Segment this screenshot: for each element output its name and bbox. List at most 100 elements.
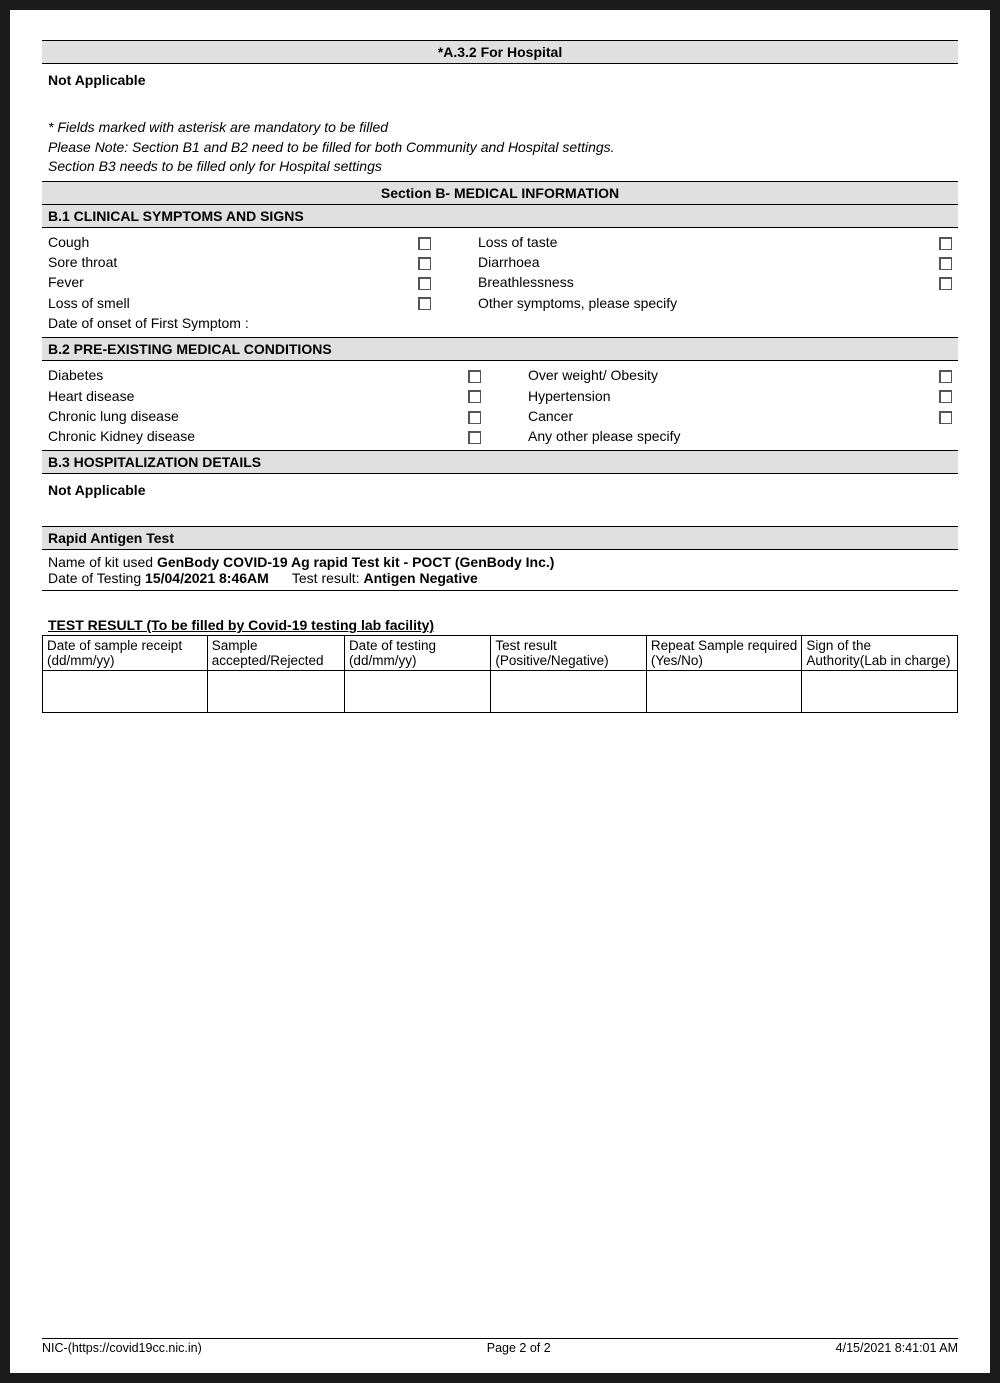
onset-date-label: Date of onset of First Symptom : bbox=[48, 313, 952, 333]
checkbox[interactable] bbox=[468, 411, 481, 424]
checkbox-cell bbox=[418, 272, 478, 292]
page-footer: NIC-(https://covid19cc.nic.in) Page 2 of… bbox=[42, 1338, 958, 1355]
checkbox[interactable] bbox=[939, 257, 952, 270]
section-a32-title: *A.3.2 For Hospital bbox=[438, 44, 562, 60]
rat-result-value: Antigen Negative bbox=[363, 570, 477, 586]
checkbox-cell bbox=[922, 406, 952, 426]
form-row: Chronic lung disease Cancer bbox=[48, 406, 952, 426]
checkbox-cell bbox=[468, 365, 528, 385]
result-table-header-row: Date of sample receipt (dd/mm/yy)Sample … bbox=[43, 636, 958, 671]
rat-date-line: Date of Testing 15/04/2021 8:46AM Test r… bbox=[48, 570, 952, 586]
form-row: Cough Loss of taste bbox=[48, 232, 952, 252]
field-label-left: Cough bbox=[48, 232, 418, 252]
checkbox-cell bbox=[418, 232, 478, 252]
rat-date-label: Date of Testing bbox=[48, 570, 145, 586]
table-cell bbox=[207, 671, 344, 713]
field-label-left: Loss of smell bbox=[48, 293, 418, 313]
checkbox[interactable] bbox=[418, 297, 431, 310]
field-label-right: Breathlessness bbox=[478, 272, 922, 292]
checkbox-cell bbox=[922, 252, 952, 272]
rat-kit-label: Name of kit used bbox=[48, 554, 157, 570]
rat-title: Rapid Antigen Test bbox=[48, 530, 174, 546]
checkbox[interactable] bbox=[939, 277, 952, 290]
note-line-3: Section B3 needs to be filled only for H… bbox=[48, 157, 952, 177]
table-header-cell: Date of sample receipt (dd/mm/yy) bbox=[43, 636, 208, 671]
table-header-cell: Repeat Sample required (Yes/No) bbox=[646, 636, 802, 671]
b3-status: Not Applicable bbox=[42, 480, 958, 500]
checkbox[interactable] bbox=[418, 277, 431, 290]
result-table-empty-row bbox=[43, 671, 958, 713]
field-label-right: Diarrhoea bbox=[478, 252, 922, 272]
result-table: Date of sample receipt (dd/mm/yy)Sample … bbox=[42, 635, 958, 713]
checkbox[interactable] bbox=[939, 370, 952, 383]
rat-date-value: 15/04/2021 8:46AM bbox=[145, 570, 269, 586]
form-row: Fever Breathlessness bbox=[48, 272, 952, 292]
field-label-left: Diabetes bbox=[48, 365, 468, 385]
table-cell bbox=[802, 671, 958, 713]
b3-header: B.3 HOSPITALIZATION DETAILS bbox=[42, 451, 958, 474]
result-table-title: TEST RESULT (To be filled by Covid-19 te… bbox=[42, 617, 958, 635]
field-label-right: Over weight/ Obesity bbox=[528, 365, 922, 385]
b2-grid: DiabetesOver weight/ ObesityHeart diseas… bbox=[42, 361, 958, 451]
section-b-title: Section B- MEDICAL INFORMATION bbox=[381, 185, 619, 201]
checkbox[interactable] bbox=[939, 390, 952, 403]
note-line-2: Please Note: Section B1 and B2 need to b… bbox=[48, 138, 952, 158]
document-page: *A.3.2 For Hospital Not Applicable * Fie… bbox=[10, 10, 990, 1373]
note-line-1: * Fields marked with asterisk are mandat… bbox=[48, 118, 952, 138]
rat-details: Name of kit used GenBody COVID-19 Ag rap… bbox=[42, 550, 958, 591]
table-cell bbox=[43, 671, 208, 713]
checkbox-cell bbox=[922, 232, 952, 252]
field-label-left: Heart disease bbox=[48, 386, 468, 406]
table-header-cell: Test result (Positive/Negative) bbox=[491, 636, 647, 671]
checkbox[interactable] bbox=[939, 411, 952, 424]
checkbox-cell bbox=[922, 272, 952, 292]
rat-kit-line: Name of kit used GenBody COVID-19 Ag rap… bbox=[48, 554, 952, 570]
b2-title: B.2 PRE-EXISTING MEDICAL CONDITIONS bbox=[48, 341, 332, 357]
table-header-cell: Sample accepted/Rejected bbox=[207, 636, 344, 671]
field-label-right: Cancer bbox=[528, 406, 922, 426]
section-a32-header: *A.3.2 For Hospital bbox=[42, 40, 958, 64]
b3-title: B.3 HOSPITALIZATION DETAILS bbox=[48, 454, 261, 470]
field-label-left: Fever bbox=[48, 272, 418, 292]
field-label-right: Any other please specify bbox=[528, 426, 922, 446]
field-label-right: Loss of taste bbox=[478, 232, 922, 252]
rat-header: Rapid Antigen Test bbox=[42, 526, 958, 550]
checkbox-cell bbox=[922, 386, 952, 406]
field-label-left: Chronic Kidney disease bbox=[48, 426, 468, 446]
checkbox-cell bbox=[922, 365, 952, 385]
mandatory-notes: * Fields marked with asterisk are mandat… bbox=[42, 118, 958, 182]
checkbox-cell bbox=[468, 406, 528, 426]
table-cell bbox=[491, 671, 647, 713]
footer-left: NIC-(https://covid19cc.nic.in) bbox=[42, 1341, 202, 1355]
checkbox[interactable] bbox=[418, 237, 431, 250]
form-row: Heart disease Hypertension bbox=[48, 386, 952, 406]
checkbox[interactable] bbox=[418, 257, 431, 270]
field-label-right: Hypertension bbox=[528, 386, 922, 406]
form-row: Chronic Kidney disease Any other please s… bbox=[48, 426, 952, 446]
checkbox[interactable] bbox=[468, 431, 481, 444]
a32-status: Not Applicable bbox=[42, 70, 958, 90]
table-header-cell: Sign of the Authority(Lab in charge) bbox=[802, 636, 958, 671]
b1-grid: CoughLoss of tasteSore throatDiarrhoeaFe… bbox=[42, 228, 958, 338]
checkbox-cell bbox=[468, 386, 528, 406]
table-cell bbox=[344, 671, 490, 713]
field-label-left: Sore throat bbox=[48, 252, 418, 272]
footer-center: Page 2 of 2 bbox=[487, 1341, 551, 1355]
b1-title: B.1 CLINICAL SYMPTOMS AND SIGNS bbox=[48, 208, 304, 224]
footer-right: 4/15/2021 8:41:01 AM bbox=[836, 1341, 958, 1355]
checkbox-cell bbox=[468, 426, 528, 446]
field-label-right: Other symptoms, please specify bbox=[478, 293, 922, 313]
form-row: Diabetes Over weight/ Obesity bbox=[48, 365, 952, 385]
checkbox-cell bbox=[418, 293, 478, 313]
table-cell bbox=[646, 671, 802, 713]
checkbox[interactable] bbox=[468, 370, 481, 383]
field-label-left: Chronic lung disease bbox=[48, 406, 468, 426]
form-row: Date of onset of First Symptom : bbox=[48, 313, 952, 333]
checkbox-cell bbox=[418, 252, 478, 272]
checkbox[interactable] bbox=[939, 237, 952, 250]
checkbox[interactable] bbox=[468, 390, 481, 403]
table-header-cell: Date of testing (dd/mm/yy) bbox=[344, 636, 490, 671]
form-row: Loss of smell Other symptoms, please spec… bbox=[48, 293, 952, 313]
rat-result-label: Test result: bbox=[292, 570, 364, 586]
b2-header: B.2 PRE-EXISTING MEDICAL CONDITIONS bbox=[42, 338, 958, 361]
